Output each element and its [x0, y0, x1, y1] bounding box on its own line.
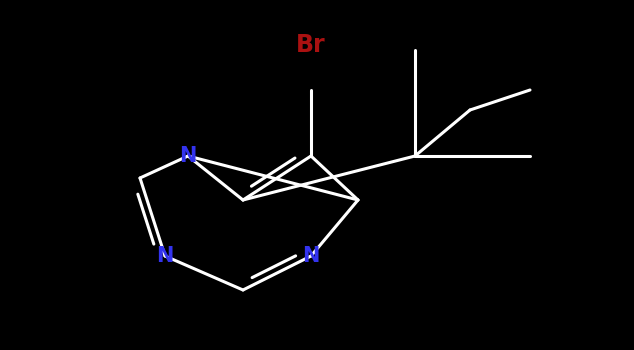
Text: N: N [157, 246, 174, 266]
Text: Br: Br [296, 33, 326, 57]
Text: N: N [302, 246, 320, 266]
Text: N: N [179, 146, 197, 166]
